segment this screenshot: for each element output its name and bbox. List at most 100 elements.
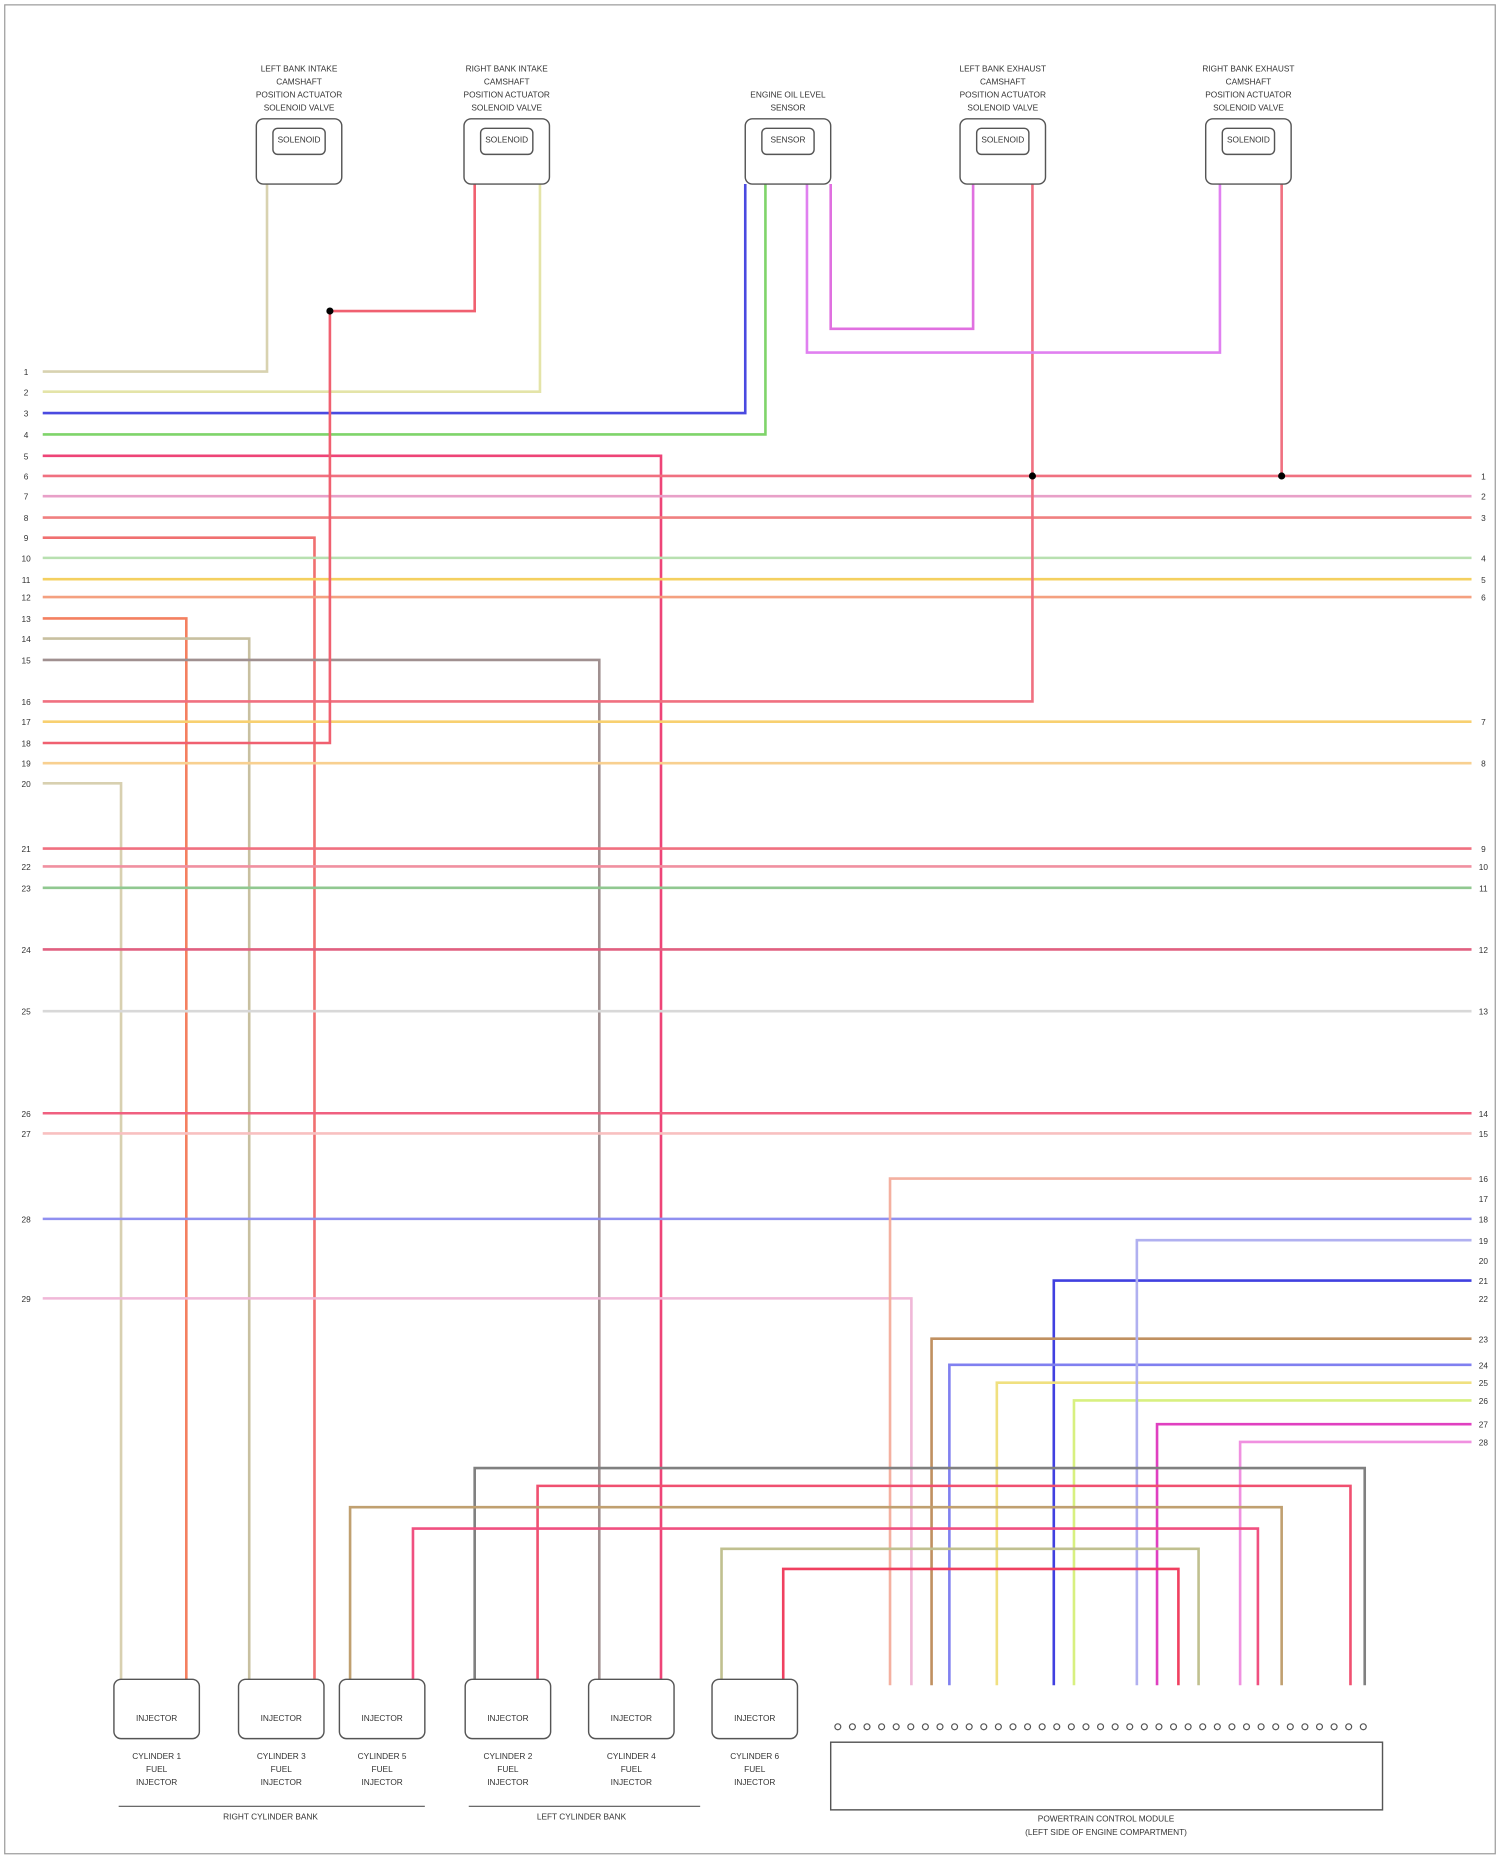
component-label: ENGINE OIL LEVEL (750, 89, 826, 99)
wire (995, 1381, 1472, 1686)
injector-name: INJECTOR (136, 1713, 177, 1723)
injector-label: INJECTOR (734, 1777, 775, 1787)
injector-label: CYLINDER 6 (730, 1751, 779, 1761)
wire (536, 1484, 1352, 1686)
pcm-pin (1053, 1723, 1061, 1731)
wire (1052, 1279, 1472, 1686)
pcm-pin (1024, 1723, 1032, 1731)
pin-number: 19 (21, 759, 31, 769)
pin-number: 21 (21, 844, 31, 854)
injector (338, 1678, 426, 1740)
pcm-pin (994, 1723, 1002, 1731)
pin-number: 11 (22, 575, 31, 585)
wire (888, 1177, 1472, 1686)
bank-label: LEFT CYLINDER BANK (537, 1811, 627, 1821)
pcm-label: POWERTRAIN CONTROL MODULE (1038, 1814, 1175, 1824)
pcm-pin (1067, 1723, 1075, 1731)
component-inner (272, 127, 326, 156)
wire (348, 1505, 1283, 1686)
pin-number: 12 (1479, 945, 1489, 955)
wire (1238, 1440, 1472, 1686)
component-label: CAMSHAFT (484, 76, 530, 86)
splice (1028, 472, 1036, 480)
injector-label: INJECTOR (611, 1777, 652, 1787)
pin-number: 21 (1479, 1276, 1489, 1286)
wire (1135, 1238, 1472, 1686)
pin-number: 1 (24, 367, 29, 377)
pin-number: 5 (1481, 575, 1486, 585)
injector-label: CYLINDER 5 (358, 1751, 407, 1761)
injector-label: INJECTOR (487, 1777, 528, 1787)
pin-number: 9 (1481, 844, 1486, 854)
pcm-pin (1038, 1723, 1046, 1731)
component-label: POSITION ACTUATOR (256, 89, 342, 99)
wire (930, 1337, 1472, 1686)
pin-number: 22 (1479, 1294, 1489, 1304)
pin-number: 14 (1479, 1109, 1489, 1119)
component-inner (761, 127, 815, 156)
injector-name: INJECTOR (734, 1713, 775, 1723)
injector-label: CYLINDER 3 (257, 1751, 306, 1761)
wire (829, 184, 975, 331)
component-label: SOLENOID VALVE (264, 102, 335, 112)
pin-number: 15 (21, 655, 31, 665)
injector-label: FUEL (271, 1764, 293, 1774)
injector-label: CYLINDER 1 (132, 1751, 181, 1761)
pin-number: 9 (24, 533, 29, 543)
pin-number: 7 (24, 492, 29, 502)
pcm-pin (1096, 1723, 1105, 1731)
pin-number: 25 (1479, 1378, 1489, 1388)
wire (42, 184, 747, 415)
wire (1072, 1399, 1472, 1686)
wire (42, 658, 601, 1680)
pin-number: 13 (21, 614, 31, 624)
wire (42, 184, 269, 373)
pcm-pin (1228, 1723, 1236, 1731)
component-label: SENSOR (770, 102, 805, 112)
pin-number: 22 (21, 862, 31, 872)
pin-number: 15 (1479, 1129, 1489, 1139)
pcm-pin (1286, 1723, 1294, 1731)
pcm-pin (1184, 1723, 1192, 1731)
component-inner (1221, 127, 1276, 156)
pcm-pin (892, 1723, 900, 1731)
pin-number: 20 (21, 779, 31, 789)
wire (411, 1527, 1260, 1686)
pin-number: 24 (21, 945, 31, 955)
pcm-pin (1345, 1723, 1353, 1731)
pcm-pin (1272, 1723, 1280, 1731)
pcm-pin (907, 1723, 915, 1731)
pin-number: 11 (1479, 883, 1488, 893)
pcm-pin (1111, 1723, 1119, 1731)
component-label: SOLENOID VALVE (967, 102, 1038, 112)
component-label: SOLENOID VALVE (471, 102, 542, 112)
pin-number: 28 (1479, 1438, 1489, 1448)
injector (711, 1678, 799, 1740)
injector-label: FUEL (372, 1764, 394, 1774)
pin-number: 10 (1479, 862, 1489, 872)
pcm-pin (1315, 1723, 1324, 1731)
pin-number: 18 (1479, 1214, 1489, 1224)
component-label: POSITION ACTUATOR (464, 89, 550, 99)
splice (326, 307, 334, 315)
pcm-pin (878, 1723, 886, 1731)
wire (473, 1466, 1367, 1686)
injector-name: INJECTOR (261, 1713, 302, 1723)
wire (42, 637, 251, 1680)
pin-number: 16 (21, 697, 31, 707)
pin-number: 4 (1481, 553, 1486, 563)
pin-number: 27 (21, 1129, 31, 1139)
pin-number: 3 (24, 409, 29, 419)
pin-number: 13 (1479, 1007, 1489, 1017)
component-label: LEFT BANK INTAKE (261, 63, 338, 73)
pcm-pin (1126, 1723, 1134, 1731)
pcm-pin (1257, 1723, 1265, 1731)
pin-number: 26 (1479, 1396, 1489, 1406)
pin-number: 5 (24, 451, 29, 461)
component-label: LEFT BANK EXHAUST (960, 63, 1047, 73)
pin-number: 16 (1479, 1174, 1489, 1184)
pcm (829, 1741, 1384, 1811)
wire (42, 184, 542, 394)
injector (113, 1678, 201, 1740)
